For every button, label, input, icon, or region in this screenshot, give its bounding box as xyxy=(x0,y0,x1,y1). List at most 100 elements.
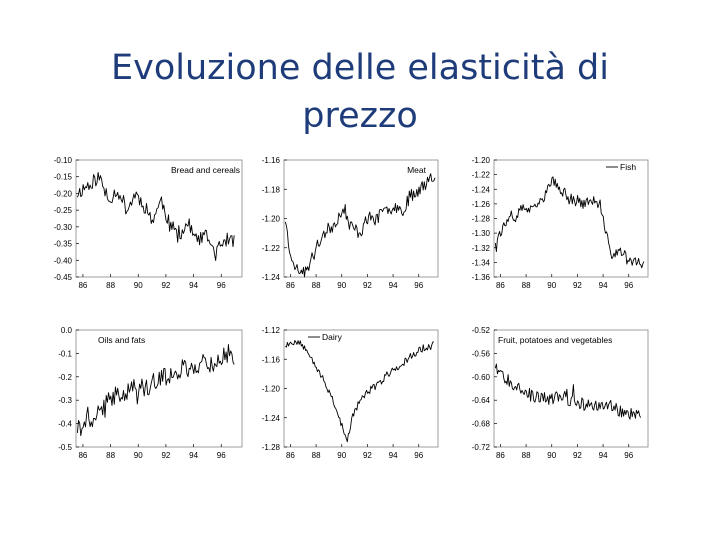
y-tick-label: -0.10 xyxy=(54,156,73,165)
series-line-dairy xyxy=(285,340,434,443)
series-line-bread-and-cereals xyxy=(76,171,235,261)
x-tick-label: 96 xyxy=(414,451,423,460)
x-tick-label: 96 xyxy=(217,281,226,290)
chart-svg-dairy: -1.12 -1.16 -1.20 -1.24 -1.28 86 88 90 92 94 96 Dai… xyxy=(262,326,439,460)
x-tick-label: 88 xyxy=(312,281,321,290)
x-tick-label: 86 xyxy=(286,281,295,290)
chart-meat: -1.16 -1.18 -1.20 -1.22 -1.24 86 88 90 92 94 96 Mea… xyxy=(238,152,448,296)
x-tick-label: 86 xyxy=(78,451,87,460)
x-tick-label: 88 xyxy=(106,451,115,460)
chart-svg-meat: -1.16 -1.18 -1.20 -1.22 -1.24 86 88 90 92 94 96 Mea… xyxy=(262,156,439,290)
x-tick-label: 88 xyxy=(106,281,115,290)
y-tick-label: -0.4 xyxy=(58,420,72,429)
series-line-fish xyxy=(494,176,645,269)
plot-frame xyxy=(493,329,649,448)
x-tick-label: 90 xyxy=(134,451,143,460)
x-tick-label: 90 xyxy=(337,281,346,290)
x-tick-label: 92 xyxy=(363,281,372,290)
plot-frame xyxy=(283,159,439,278)
chart-svg-fish: -1.20 -1.22 -1.24 -1.26 -1.28 -1.30 -1.32 -1.34… xyxy=(472,156,649,290)
y-tick-label: -1.16 xyxy=(262,355,281,364)
y-tick-label: -1.30 xyxy=(472,229,491,238)
y-tick-label: -0.40 xyxy=(54,256,73,265)
legend-label-oils-and-fats: Oils and fats xyxy=(98,335,145,345)
y-tick-label: -0.68 xyxy=(472,420,491,429)
x-tick-label: 96 xyxy=(624,451,633,460)
x-tick-label: 92 xyxy=(573,451,582,460)
x-tick-label: 86 xyxy=(496,451,505,460)
legend-label-fruit-potatoes-and-vegetables: Fruit, potatoes and vegetables xyxy=(498,335,612,345)
slide-title: Evoluzione delle elasticità di prezzo xyxy=(90,44,630,140)
y-tick-label: -0.3 xyxy=(58,396,72,405)
y-tick-label: -1.20 xyxy=(262,215,281,224)
x-tick-label: 90 xyxy=(134,281,143,290)
y-tick-label: -1.20 xyxy=(262,385,281,394)
y-tick-label: -1.24 xyxy=(262,273,281,282)
y-tick-label: -0.45 xyxy=(54,273,73,282)
legend-label-bread-and-cereals: Bread and cereals xyxy=(171,165,240,175)
x-tick-label: 88 xyxy=(312,451,321,460)
chart-svg-oils-and-fats: 0.0 -0.1 -0.2 -0.3 -0.4 -0.5 86 88 90 92 94 96 Oils … xyxy=(58,326,243,460)
y-tick-label: -1.22 xyxy=(472,171,491,180)
x-tick-label: 94 xyxy=(599,451,608,460)
x-tick-label: 94 xyxy=(189,451,198,460)
chart-svg-fruit-potatoes-and-vegetables: -0.52 -0.56 -0.60 -0.64 -0.68 -0.72 86 88 90 92 94… xyxy=(472,326,649,460)
x-tick-label: 88 xyxy=(522,451,531,460)
x-tick-label: 94 xyxy=(389,281,398,290)
y-tick-label: -0.30 xyxy=(54,223,73,232)
x-tick-label: 92 xyxy=(161,281,170,290)
chart-bread-and-cereals: -0.10 -0.15 -0.20 -0.25 -0.30 -0.35 -0.40 -0.45… xyxy=(28,152,248,296)
x-tick-label: 96 xyxy=(414,281,423,290)
series-line-fruit-potatoes-and-vegetables xyxy=(494,363,642,420)
y-tick-label: -1.34 xyxy=(472,258,491,267)
y-tick-label: -0.60 xyxy=(472,373,491,382)
y-tick-label: -0.52 xyxy=(472,326,491,335)
legend-label-dairy: Dairy xyxy=(322,332,343,342)
y-tick-label: -0.2 xyxy=(58,373,72,382)
legend-label-meat: Meat xyxy=(407,165,427,175)
x-tick-label: 94 xyxy=(599,281,608,290)
y-tick-label: 0.0 xyxy=(61,326,73,335)
y-tick-label: -1.24 xyxy=(472,185,491,194)
x-tick-label: 92 xyxy=(363,451,372,460)
y-tick-label: -0.5 xyxy=(58,443,72,452)
y-tick-label: -1.28 xyxy=(472,215,491,224)
x-tick-label: 90 xyxy=(337,451,346,460)
chart-svg-bread-and-cereals: -0.10 -0.15 -0.20 -0.25 -0.30 -0.35 -0.40 -0.45… xyxy=(54,156,243,290)
x-tick-label: 86 xyxy=(78,281,87,290)
chart-fruit-potatoes-and-vegetables: -0.52 -0.56 -0.60 -0.64 -0.68 -0.72 86 88 90 92 94… xyxy=(448,322,658,466)
y-tick-label: -1.12 xyxy=(262,326,281,335)
plot-frame xyxy=(283,329,439,448)
slide-title-line-2: prezzo xyxy=(302,96,418,136)
y-tick-label: -0.56 xyxy=(472,349,491,358)
y-tick-label: -0.15 xyxy=(54,173,73,182)
x-tick-label: 86 xyxy=(496,281,505,290)
x-tick-label: 96 xyxy=(624,281,633,290)
y-tick-label: -1.32 xyxy=(472,244,491,253)
y-tick-label: -1.36 xyxy=(472,273,491,282)
y-tick-label: -1.28 xyxy=(262,443,281,452)
y-tick-label: -1.18 xyxy=(262,185,281,194)
chart-oils-and-fats: 0.0 -0.1 -0.2 -0.3 -0.4 -0.5 86 88 90 92 94 96 Oils … xyxy=(28,322,248,466)
x-tick-label: 96 xyxy=(217,451,226,460)
plot-frame xyxy=(75,159,243,278)
x-tick-label: 94 xyxy=(189,281,198,290)
y-tick-label: -1.24 xyxy=(262,414,281,423)
y-tick-label: -0.25 xyxy=(54,206,73,215)
plot-frame xyxy=(75,329,243,448)
y-tick-label: -0.72 xyxy=(472,443,491,452)
slide-title-line-1: Evoluzione delle elasticità di xyxy=(111,48,609,88)
plot-frame xyxy=(493,159,649,278)
y-tick-label: -1.16 xyxy=(262,156,281,165)
x-tick-label: 94 xyxy=(389,451,398,460)
series-line-meat xyxy=(284,173,436,278)
y-tick-label: -0.64 xyxy=(472,396,491,405)
x-tick-label: 92 xyxy=(161,451,170,460)
chart-dairy: -1.12 -1.16 -1.20 -1.24 -1.28 86 88 90 92 94 96 Dai… xyxy=(238,322,448,466)
y-tick-label: -0.1 xyxy=(58,349,72,358)
x-tick-label: 90 xyxy=(547,281,556,290)
y-tick-label: -1.22 xyxy=(262,244,281,253)
y-tick-label: -0.20 xyxy=(54,189,73,198)
y-tick-label: -0.35 xyxy=(54,240,73,249)
x-tick-label: 88 xyxy=(522,281,531,290)
